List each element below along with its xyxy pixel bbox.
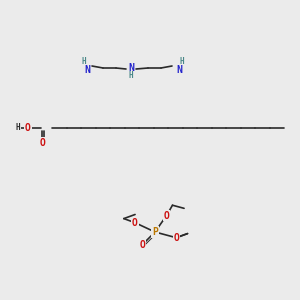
Text: H: H [180, 58, 184, 67]
Text: H: H [82, 58, 86, 67]
Text: O: O [173, 233, 179, 243]
Text: H: H [129, 71, 133, 80]
Text: H: H [16, 124, 20, 133]
Text: P: P [152, 227, 158, 237]
Text: O: O [164, 211, 169, 220]
Text: O: O [139, 240, 145, 250]
Text: O: O [25, 123, 31, 133]
Text: O: O [40, 138, 46, 148]
Text: N: N [176, 65, 182, 75]
Text: N: N [84, 65, 90, 75]
Text: O: O [132, 218, 138, 228]
Text: N: N [128, 63, 134, 73]
